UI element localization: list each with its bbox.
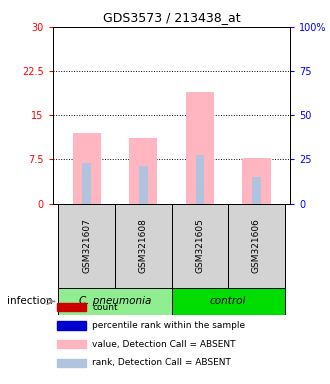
Text: GSM321607: GSM321607 [82, 218, 91, 273]
Bar [242, 157, 271, 204]
Bar [57, 359, 86, 367]
Text: GSM321605: GSM321605 [195, 218, 204, 273]
Text: percentile rank within the sample: percentile rank within the sample [92, 321, 246, 330]
Bar [129, 137, 157, 204]
Text: C. pneumonia: C. pneumonia [79, 296, 151, 306]
Text: count: count [92, 303, 118, 311]
Bar [57, 340, 86, 348]
Text: control: control [210, 296, 247, 306]
Bar [58, 204, 115, 288]
Bar [196, 155, 204, 204]
Bar [73, 133, 101, 204]
Bar [139, 166, 148, 204]
Bar [252, 177, 261, 204]
Bar [186, 92, 214, 204]
Text: infection: infection [7, 296, 53, 306]
Text: GSM321608: GSM321608 [139, 218, 148, 273]
Bar [57, 303, 86, 311]
Bar [58, 288, 172, 315]
Text: rank, Detection Call = ABSENT: rank, Detection Call = ABSENT [92, 358, 231, 367]
Title: GDS3573 / 213438_at: GDS3573 / 213438_at [103, 11, 241, 24]
Text: GSM321606: GSM321606 [252, 218, 261, 273]
Bar [115, 204, 172, 288]
Bar [172, 204, 228, 288]
Bar [228, 204, 285, 288]
Bar [172, 288, 285, 315]
Bar [82, 164, 91, 204]
Text: value, Detection Call = ABSENT: value, Detection Call = ABSENT [92, 340, 236, 349]
Bar [57, 321, 86, 330]
